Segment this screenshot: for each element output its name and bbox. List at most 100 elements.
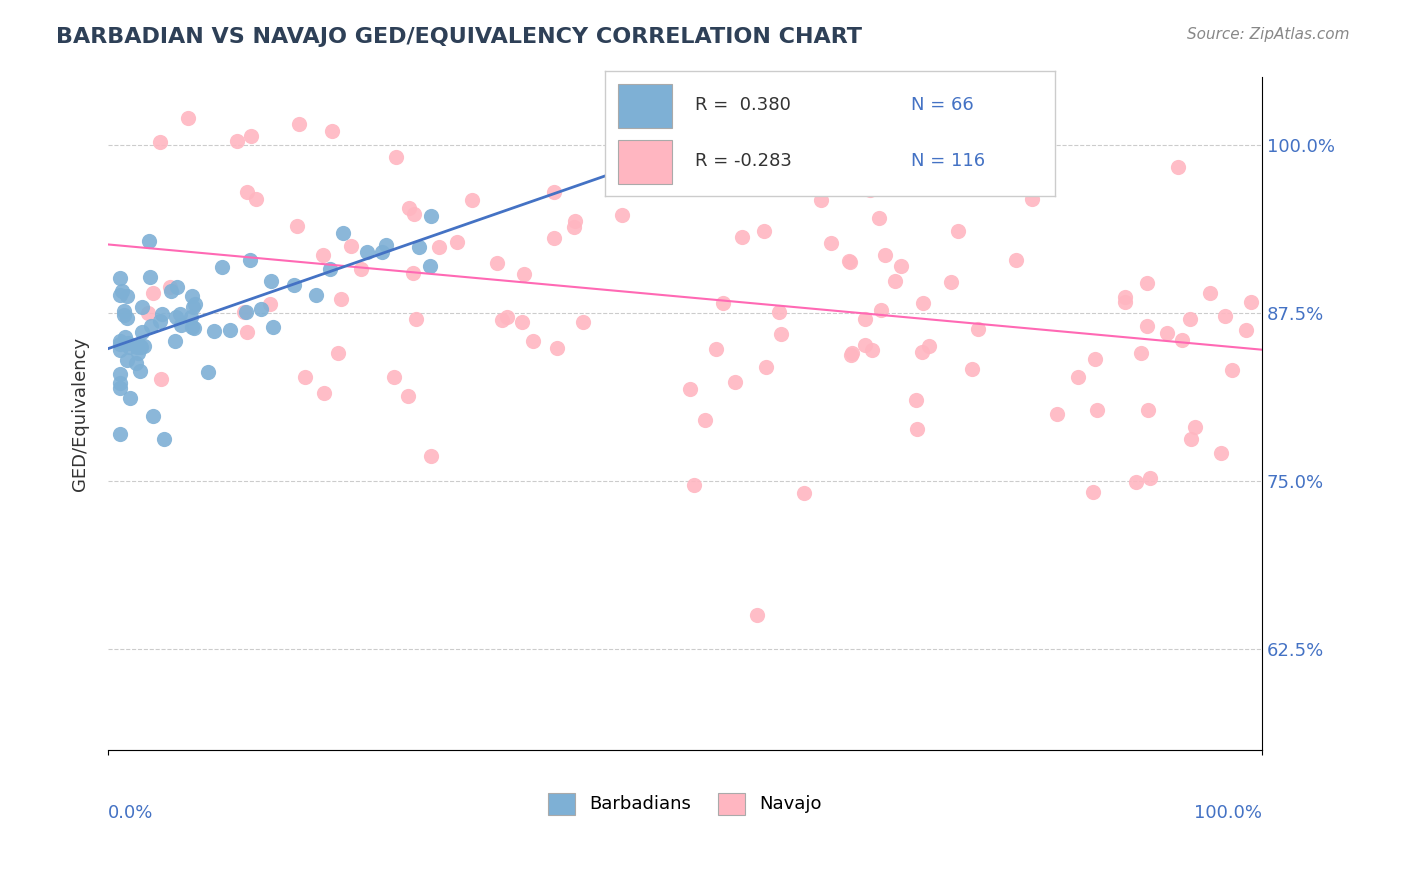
- Text: BARBADIAN VS NAVAJO GED/EQUIVALENCY CORRELATION CHART: BARBADIAN VS NAVAJO GED/EQUIVALENCY CORR…: [56, 27, 862, 46]
- Point: [943, 164, 966, 178]
- Point: [810, 193, 832, 207]
- Point: [486, 256, 509, 270]
- Point: [374, 238, 396, 252]
- Point: [134, 339, 156, 353]
- Point: [1084, 352, 1107, 367]
- Point: [1180, 432, 1202, 446]
- Point: [111, 284, 134, 298]
- Point: [960, 362, 983, 376]
- Point: [326, 346, 349, 360]
- Point: [402, 207, 425, 221]
- Point: [131, 300, 153, 314]
- Point: [946, 224, 969, 238]
- Point: [752, 224, 775, 238]
- Point: [283, 278, 305, 293]
- Point: [294, 370, 316, 384]
- Point: [115, 353, 138, 368]
- Point: [1220, 362, 1243, 376]
- Point: [419, 259, 441, 273]
- Text: R =  0.380: R = 0.380: [695, 96, 790, 114]
- Point: [239, 253, 262, 268]
- Point: [128, 364, 150, 378]
- Point: [285, 219, 308, 233]
- Point: [153, 432, 176, 446]
- Point: [150, 372, 173, 386]
- Point: [149, 313, 172, 327]
- Point: [768, 305, 790, 319]
- Y-axis label: GED/Equivalency: GED/Equivalency: [72, 336, 89, 491]
- Point: [711, 296, 734, 310]
- Point: [408, 239, 430, 253]
- Point: [329, 292, 352, 306]
- Point: [260, 274, 283, 288]
- Point: [165, 310, 187, 325]
- Point: [420, 209, 443, 223]
- Point: [141, 319, 163, 334]
- Point: [398, 201, 420, 215]
- Text: 100.0%: 100.0%: [1194, 804, 1263, 822]
- Point: [984, 111, 1007, 125]
- Point: [870, 302, 893, 317]
- Point: [350, 262, 373, 277]
- Point: [904, 392, 927, 407]
- Point: [793, 485, 815, 500]
- Point: [918, 339, 941, 353]
- Point: [1199, 286, 1222, 301]
- Point: [564, 214, 586, 228]
- Point: [1137, 403, 1160, 417]
- Point: [1139, 471, 1161, 485]
- Point: [318, 262, 340, 277]
- Point: [905, 422, 928, 436]
- Point: [332, 226, 354, 240]
- Point: [183, 321, 205, 335]
- Point: [1240, 295, 1263, 310]
- Point: [177, 111, 200, 125]
- Point: [695, 412, 717, 426]
- Point: [1021, 192, 1043, 206]
- Point: [571, 315, 593, 329]
- Point: [236, 185, 259, 199]
- Point: [108, 381, 131, 395]
- Text: 0.0%: 0.0%: [108, 804, 153, 822]
- Point: [820, 235, 842, 250]
- Point: [491, 313, 513, 327]
- Point: [875, 248, 897, 262]
- Point: [128, 339, 150, 353]
- Point: [838, 253, 860, 268]
- Point: [170, 318, 193, 333]
- Point: [259, 297, 281, 311]
- Point: [118, 391, 141, 405]
- Point: [108, 376, 131, 390]
- Point: [446, 235, 468, 249]
- Point: [745, 608, 768, 623]
- Point: [235, 305, 257, 319]
- Point: [149, 136, 172, 150]
- Point: [839, 348, 862, 362]
- Point: [1085, 403, 1108, 417]
- Point: [218, 323, 240, 337]
- Point: [522, 334, 544, 348]
- Point: [131, 340, 153, 354]
- Point: [169, 307, 191, 321]
- Point: [1114, 290, 1136, 304]
- Text: N = 116: N = 116: [911, 153, 984, 170]
- Point: [1156, 326, 1178, 341]
- Point: [1136, 276, 1159, 290]
- Point: [180, 310, 202, 325]
- Text: Source: ZipAtlas.com: Source: ZipAtlas.com: [1187, 27, 1350, 42]
- Point: [321, 124, 343, 138]
- Point: [112, 303, 135, 318]
- Point: [868, 211, 890, 225]
- Point: [312, 386, 335, 401]
- Point: [181, 288, 204, 302]
- Point: [1046, 407, 1069, 421]
- Point: [543, 185, 565, 199]
- Point: [884, 274, 907, 288]
- Point: [967, 321, 990, 335]
- Point: [495, 310, 517, 324]
- Text: N = 66: N = 66: [911, 96, 973, 114]
- Point: [1066, 370, 1088, 384]
- Point: [853, 312, 876, 326]
- FancyBboxPatch shape: [619, 140, 672, 184]
- Point: [420, 449, 443, 463]
